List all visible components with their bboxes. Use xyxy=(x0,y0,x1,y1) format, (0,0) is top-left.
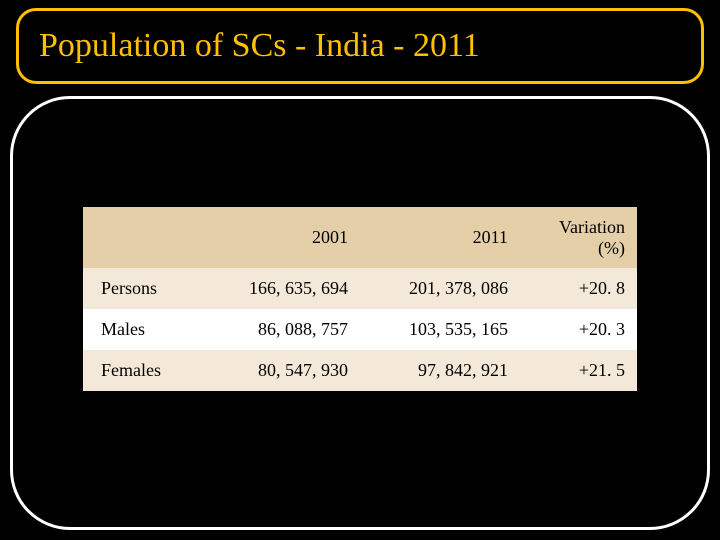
table-wrapper: 2001 2011 Variation (%) Persons 166, 635… xyxy=(83,207,637,391)
content-container: 2001 2011 Variation (%) Persons 166, 635… xyxy=(10,96,710,530)
table-row: Females 80, 547, 930 97, 842, 921 +21. 5 xyxy=(83,350,637,391)
table-row: Males 86, 088, 757 103, 535, 165 +20. 3 xyxy=(83,309,637,350)
table-header-variation-line1: Variation xyxy=(559,217,625,237)
table-header-variation-line2: (%) xyxy=(598,238,625,258)
row-label: Persons xyxy=(83,268,200,309)
row-variation: +21. 5 xyxy=(520,350,637,391)
title-container: Population of SCs - India - 2011 xyxy=(16,8,704,84)
table-row: Persons 166, 635, 694 201, 378, 086 +20.… xyxy=(83,268,637,309)
row-variation: +20. 8 xyxy=(520,268,637,309)
row-2001: 86, 088, 757 xyxy=(200,309,360,350)
population-table: 2001 2011 Variation (%) Persons 166, 635… xyxy=(83,207,637,391)
row-label: Females xyxy=(83,350,200,391)
row-2011: 97, 842, 921 xyxy=(360,350,520,391)
table-header-2011: 2011 xyxy=(360,207,520,268)
row-2011: 103, 535, 165 xyxy=(360,309,520,350)
row-2001: 80, 547, 930 xyxy=(200,350,360,391)
table-header-row: 2001 2011 Variation (%) xyxy=(83,207,637,268)
table-header-variation: Variation (%) xyxy=(520,207,637,268)
row-2011: 201, 378, 086 xyxy=(360,268,520,309)
table-header-2001: 2001 xyxy=(200,207,360,268)
row-2001: 166, 635, 694 xyxy=(200,268,360,309)
page-title: Population of SCs - India - 2011 xyxy=(39,27,480,65)
row-variation: +20. 3 xyxy=(520,309,637,350)
table-header-blank xyxy=(83,207,200,268)
row-label: Males xyxy=(83,309,200,350)
